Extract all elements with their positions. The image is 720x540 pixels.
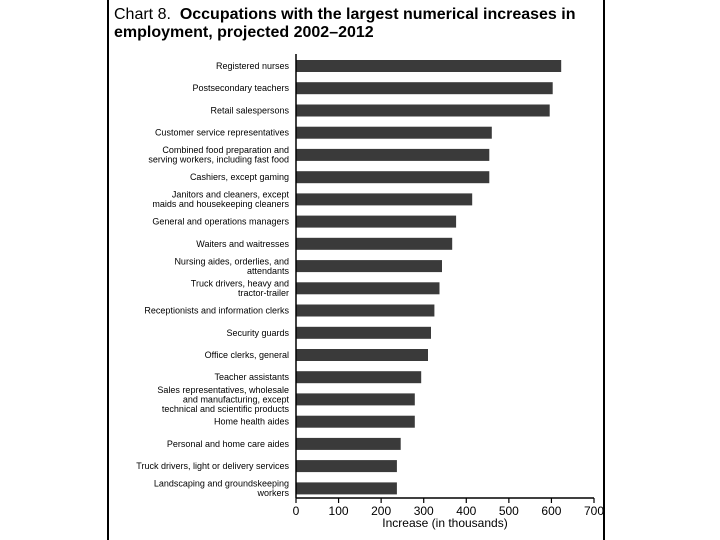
bar	[296, 304, 435, 317]
chart-title: Chart 8. Occupations with the largest nu…	[114, 6, 594, 42]
category-label: Security guards	[226, 328, 289, 338]
bar	[296, 437, 401, 450]
category-label: Postsecondary teachers	[192, 83, 289, 93]
category-label-line: Retail salespersons	[210, 106, 289, 116]
chart-title-prefix: Chart 8.	[114, 6, 171, 23]
category-label-line: tractor-trailer	[238, 288, 289, 298]
x-tick-label: 200	[371, 504, 391, 518]
category-label: Janitors and cleaners, except maids and h…	[152, 190, 289, 210]
bar	[296, 215, 457, 228]
category-label-line: Janitors and cleaners, except	[172, 190, 290, 200]
x-axis-label: Increase (in thousands)	[382, 516, 507, 530]
category-label-line: Receptionists and information clerks	[144, 306, 289, 316]
category-label: Nursing aides, orderlies, and attendants	[174, 256, 289, 276]
category-label-line: Landscaping and groundskeeping	[154, 479, 289, 489]
bar	[296, 282, 440, 295]
bar	[296, 393, 415, 406]
category-label: Sales representatives, wholesale and manu…	[157, 385, 289, 414]
category-label-line: Waiters and waitresses	[196, 239, 289, 249]
category-label: Registered nurses	[216, 61, 290, 71]
x-tick-label: 100	[329, 504, 349, 518]
chart-title-main: Occupations with the largest numerical i…	[114, 6, 576, 41]
category-label: Truck drivers, light or delivery service…	[136, 461, 289, 471]
x-tick-label: 0	[293, 504, 300, 518]
bar	[296, 260, 442, 273]
x-tick-label: 600	[541, 504, 561, 518]
category-label-line: and manufacturing, except	[183, 394, 290, 404]
category-label-line: General and operations managers	[152, 217, 289, 227]
x-tick-label: 300	[414, 504, 434, 518]
category-label-line: workers	[256, 488, 289, 498]
category-label-line: technical and scientific products	[162, 404, 290, 414]
category-label: Receptionists and information clerks	[144, 306, 289, 316]
category-label-line: serving workers, including fast food	[148, 155, 289, 165]
x-tick-label: 700	[584, 504, 604, 518]
category-label: Waiters and waitresses	[196, 239, 289, 249]
category-label-line: Personal and home care aides	[167, 439, 290, 449]
bar	[296, 371, 422, 384]
category-label: Truck drivers, heavy and tractor-trailer	[191, 279, 289, 299]
bar	[296, 326, 431, 339]
category-label-line: maids and housekeeping cleaners	[152, 199, 289, 209]
bar	[296, 460, 397, 473]
bar	[296, 415, 415, 428]
bar	[296, 482, 397, 495]
category-label-line: Cashiers, except gaming	[190, 172, 289, 182]
bar	[296, 193, 473, 206]
category-label-line: attendants	[247, 266, 290, 276]
category-label: Customer service representatives	[155, 128, 290, 138]
category-label-line: Office clerks, general	[205, 350, 289, 360]
category-label: Home health aides	[214, 417, 290, 427]
bar	[296, 82, 553, 95]
category-label-line: Registered nurses	[216, 61, 290, 71]
category-label-line: Customer service representatives	[155, 128, 290, 138]
bar	[296, 126, 492, 139]
bar	[296, 60, 562, 72]
bar	[296, 349, 428, 361]
category-label: Office clerks, general	[205, 350, 289, 360]
category-label-line: Combined food preparation and	[162, 145, 289, 155]
category-label-line: Teacher assistants	[214, 372, 289, 382]
bar	[296, 171, 490, 184]
bar	[296, 237, 453, 250]
category-label-line: Truck drivers, heavy and	[191, 279, 289, 289]
category-label: Personal and home care aides	[167, 439, 290, 449]
category-label: Cashiers, except gaming	[190, 172, 289, 182]
category-label-line: Truck drivers, light or delivery service…	[136, 461, 289, 471]
x-tick-label: 400	[456, 504, 476, 518]
category-label-line: Home health aides	[214, 417, 290, 427]
category-label: Retail salespersons	[210, 106, 289, 116]
category-label: Teacher assistants	[214, 372, 289, 382]
bar	[296, 104, 550, 117]
category-label-line: Sales representatives, wholesale	[157, 385, 289, 395]
x-tick-label: 500	[499, 504, 519, 518]
category-label-line: Security guards	[226, 328, 289, 338]
category-label: Combined food preparation and serving wor…	[148, 145, 289, 165]
category-label-line: Nursing aides, orderlies, and	[174, 256, 289, 266]
bar	[296, 148, 490, 161]
category-label: Landscaping and groundskeeping workers	[154, 479, 290, 499]
category-label: General and operations managers	[152, 217, 289, 227]
category-label-line: Postsecondary teachers	[192, 83, 289, 93]
